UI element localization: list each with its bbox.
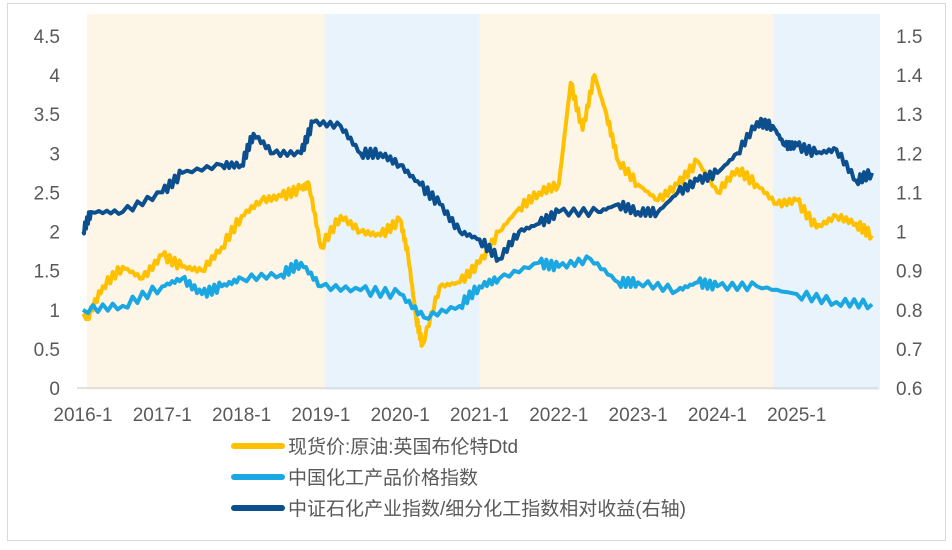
y-right-tick-label: 1.4 xyxy=(896,66,923,87)
y-left-tick-label: 0.5 xyxy=(34,340,60,361)
y-right-tick-label: 0.8 xyxy=(896,301,922,322)
y-right-tick-label: 0.6 xyxy=(896,379,922,400)
y-right-tick-label: 1 xyxy=(896,223,907,244)
y-left-tick-label: 2.5 xyxy=(34,183,60,204)
y-right-tick-label: 1.2 xyxy=(896,144,922,165)
x-tick-label: 2018-1 xyxy=(212,405,271,426)
y-right-tick-label: 0.7 xyxy=(896,340,922,361)
y-left-tick-label: 0 xyxy=(49,379,60,400)
x-tick-label: 2020-1 xyxy=(371,405,430,426)
x-tick-label: 2017-1 xyxy=(133,405,192,426)
x-tick-label: 2022-1 xyxy=(529,405,588,426)
y-left-tick-label: 4 xyxy=(49,66,60,87)
y-left-tick-label: 4.5 xyxy=(34,27,60,48)
y-left-tick-label: 3.5 xyxy=(34,105,60,126)
x-tick-label: 2023-1 xyxy=(609,405,668,426)
shaded-period-0 xyxy=(86,14,325,390)
series-line-2 xyxy=(81,116,874,263)
chart-frame xyxy=(7,3,946,541)
x-tick-label: 2021-1 xyxy=(450,405,509,426)
y-left-tick-label: 1.5 xyxy=(34,262,60,283)
legend-label-2: 中证石化产业指数/细分化工指数相对收益(右轴) xyxy=(288,498,686,520)
y-left-tick-label: 3 xyxy=(49,144,60,165)
shaded-period-1 xyxy=(324,14,480,390)
x-tick-label: 2019-1 xyxy=(291,405,350,426)
series-line-1 xyxy=(81,254,874,321)
y-left-tick-label: 1 xyxy=(49,301,60,322)
y-right-tick-label: 1.3 xyxy=(896,105,922,126)
legend-label-1: 中国化工产品价格指数 xyxy=(288,467,478,489)
y-left-tick-label: 2 xyxy=(49,223,60,244)
legend-label-0: 现货价:原油:英国布伦特Dtd xyxy=(288,436,518,458)
y-right-tick-label: 1.5 xyxy=(896,27,922,48)
y-right-tick-label: 0.9 xyxy=(896,262,922,283)
y-right-tick-label: 1.1 xyxy=(896,183,922,204)
x-tick-label: 2025-1 xyxy=(767,405,826,426)
series-line-0 xyxy=(81,73,874,348)
x-tick-label: 2024-1 xyxy=(688,405,747,426)
x-tick-label: 2016-1 xyxy=(53,405,112,426)
